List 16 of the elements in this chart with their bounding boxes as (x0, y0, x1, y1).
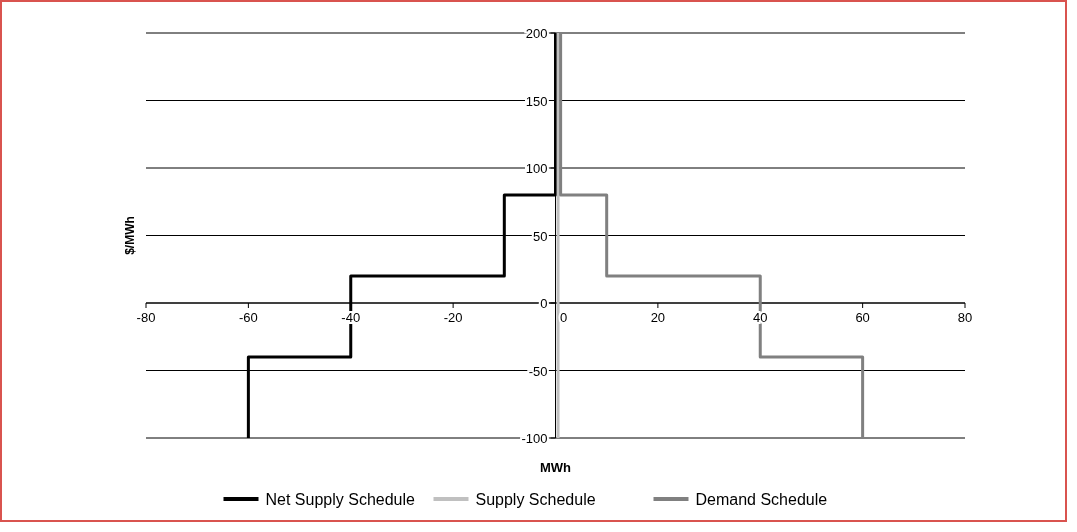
x-tick-label: -60 (238, 310, 258, 325)
y-tick-label: 100 (525, 161, 548, 176)
y-tick-label: -100 (521, 431, 548, 446)
x-tick-label: 60 (855, 310, 870, 325)
x-tick-label: -80 (136, 310, 156, 325)
legend-label: Net Supply Schedule (265, 491, 416, 508)
y-axis-title: $/MWh (123, 216, 137, 255)
y-tick-label: 200 (525, 26, 548, 41)
x-tick-label: 0 (559, 310, 568, 325)
x-tick-label: 40 (753, 310, 768, 325)
x-tick-label: -20 (443, 310, 463, 325)
x-tick-label: 20 (650, 310, 666, 325)
x-axis-title: MWh (539, 460, 572, 475)
legend-label: Supply Schedule (475, 491, 596, 508)
legend-label: Demand Schedule (695, 491, 828, 508)
x-tick-label: 80 (957, 310, 973, 325)
